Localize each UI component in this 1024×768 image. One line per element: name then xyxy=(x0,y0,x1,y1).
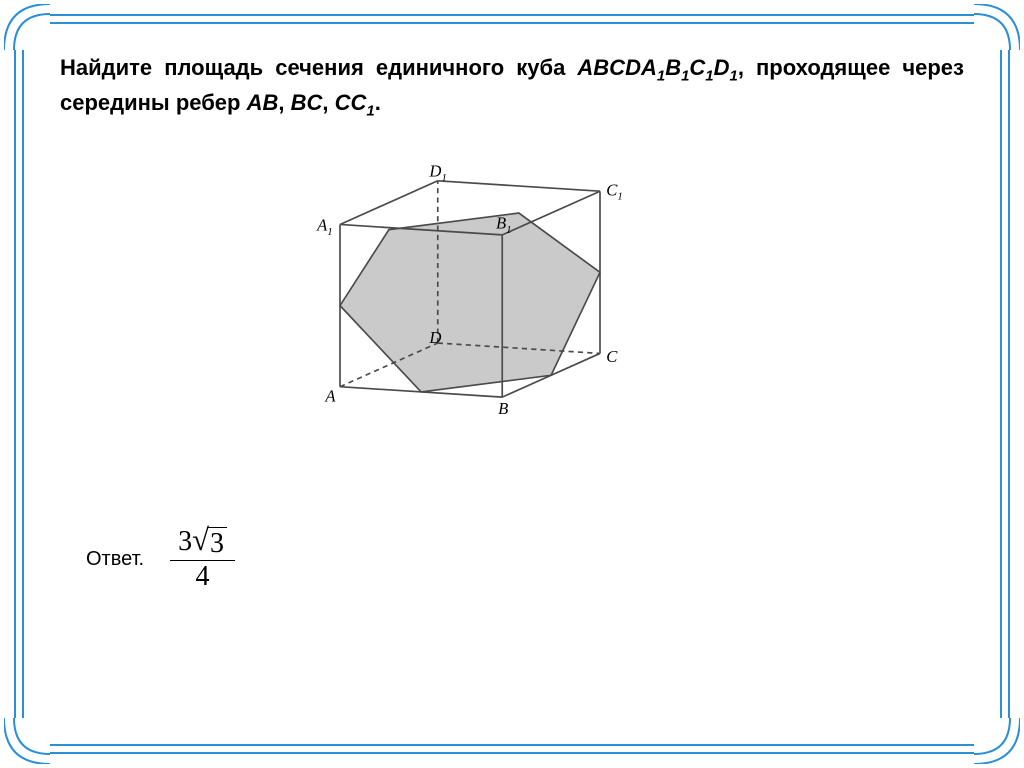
numerator-coef: 3 xyxy=(178,526,192,557)
edge-cc-sub: 1 xyxy=(366,102,374,119)
frame-corner-br xyxy=(974,718,1020,764)
edge-bc: BC xyxy=(291,90,323,115)
cube-label-d: D xyxy=(714,55,730,80)
frame-corner-tl xyxy=(4,4,50,50)
answer-label: Ответ. xyxy=(86,548,144,571)
edge-cc: CC xyxy=(335,90,367,115)
answer-fraction: 3√3 4 xyxy=(170,526,235,593)
sub-1c: 1 xyxy=(705,67,713,84)
edge-ab: AB xyxy=(247,90,279,115)
problem-statement: Найдите площадь сечения единичного куба … xyxy=(60,52,964,122)
cube-label-c: C xyxy=(689,55,705,80)
frame-corner-bl xyxy=(4,718,50,764)
fraction-numerator: 3√3 xyxy=(170,526,235,560)
svg-text:C: C xyxy=(606,347,618,366)
sub-1a: 1 xyxy=(657,67,665,84)
sub-1d: 1 xyxy=(730,67,738,84)
sqrt-expr: √3 xyxy=(192,527,227,560)
svg-text:A1: A1 xyxy=(316,216,333,238)
cube-figure: ABCDA1B1C1D1 xyxy=(300,160,640,420)
cube-label-abcd: ABCDA xyxy=(577,55,656,80)
svg-text:B: B xyxy=(498,399,508,418)
comma-1: , xyxy=(278,90,290,115)
frame-corner-tr xyxy=(974,4,1020,50)
comma-2: , xyxy=(322,90,334,115)
answer-row: Ответ. 3√3 4 xyxy=(86,526,235,593)
svg-text:D1: D1 xyxy=(428,162,446,184)
fraction-denominator: 4 xyxy=(188,561,218,593)
problem-prefix: Найдите площадь сечения единичного куба xyxy=(60,55,577,80)
problem-period: . xyxy=(375,90,381,115)
radicand: 3 xyxy=(207,527,227,560)
svg-text:D: D xyxy=(428,328,441,347)
cube-label-b: B xyxy=(665,55,681,80)
content-area: Найдите площадь сечения единичного куба … xyxy=(60,52,964,122)
svg-text:C1: C1 xyxy=(606,180,623,202)
svg-text:A: A xyxy=(324,386,336,405)
